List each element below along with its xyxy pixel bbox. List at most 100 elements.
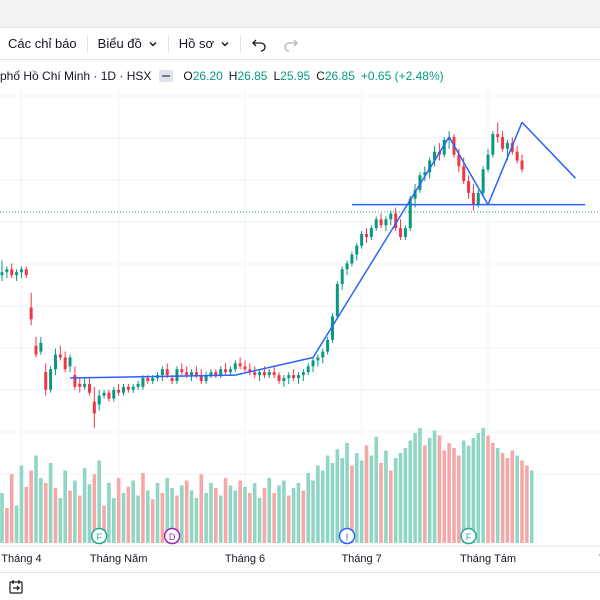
volume-bar (5, 508, 9, 543)
volume-bar (403, 448, 408, 543)
candle-body (126, 386, 130, 390)
volume-bar (248, 493, 252, 543)
volume-bar (384, 450, 388, 543)
volume-bar (63, 470, 67, 543)
volume-bar (525, 465, 529, 543)
collapse-legend-icon[interactable] (159, 70, 174, 82)
candle-body (433, 151, 437, 161)
candle-body (394, 213, 398, 229)
candle-body (267, 372, 271, 376)
volume-bar (204, 493, 208, 543)
volume-bar (0, 493, 4, 543)
candle-body (175, 369, 179, 381)
candle-body (180, 369, 184, 373)
volume-bar (111, 498, 116, 543)
candle-body (520, 160, 524, 170)
candle-body (389, 213, 393, 220)
volume-bar (427, 438, 432, 543)
volume-bar (24, 486, 29, 543)
volume-bar (452, 448, 456, 543)
volume-bar (481, 428, 485, 543)
volume-bar (282, 480, 286, 543)
volume-bar (437, 435, 442, 543)
candle-body (418, 175, 422, 190)
candle-body (403, 228, 407, 237)
undo-button[interactable] (243, 28, 275, 60)
volume-bar (393, 458, 398, 543)
volume-bar (330, 463, 335, 543)
candle-body (78, 383, 82, 387)
volume-bar (500, 453, 505, 543)
volume-bar (398, 453, 403, 543)
trend-line (235, 356, 314, 376)
candle-body (287, 375, 291, 379)
indicators-button[interactable]: Các chỉ báo (0, 28, 85, 60)
volume-bar (209, 483, 213, 543)
chevron-down-icon (149, 41, 157, 46)
symbol-title[interactable]: phố Hồ Chí Minh · 1D · HSX (0, 69, 152, 83)
volume-bar (413, 433, 417, 543)
event-marker-label: I (346, 532, 349, 542)
redo-button[interactable] (275, 28, 307, 60)
high-key: H (228, 69, 238, 83)
event-marker-label: F (96, 532, 102, 542)
volume-bar (515, 455, 519, 543)
volume-bar (345, 443, 349, 543)
volume-bar (311, 480, 315, 543)
volume-bar (418, 428, 422, 543)
volume-bar (374, 436, 379, 543)
volume-bar (364, 445, 369, 543)
volume-bar (77, 495, 82, 543)
volume-bar (379, 463, 383, 543)
open-key: O (183, 69, 193, 83)
candle-body (24, 269, 28, 276)
candle-body (253, 372, 257, 376)
chart-type-dropdown[interactable]: Biểu đồ (90, 28, 166, 60)
candle-body (330, 316, 334, 340)
candle-body (185, 372, 189, 376)
candle-body (491, 134, 495, 155)
candle-body (471, 192, 475, 205)
change-value: +0.65 (+2.48%) (360, 69, 444, 83)
candle-body (39, 342, 43, 352)
candle-body (190, 372, 194, 376)
candle-body (355, 245, 359, 255)
candle-body (496, 134, 500, 138)
toolbar-divider (240, 34, 242, 53)
volume-bar (447, 443, 451, 543)
candle-body (0, 272, 4, 276)
trend-line (312, 136, 450, 358)
volume-bar (252, 483, 257, 543)
candle-body (228, 369, 232, 373)
volume-bar (476, 433, 481, 543)
candle-body (248, 369, 252, 373)
volume-bar (316, 465, 320, 543)
candlestick-chart[interactable]: F D I F Tháng 4 Tháng Năm Tháng 6 Tháng 7 Tháng … (0, 88, 600, 572)
volume-bar (243, 486, 247, 543)
volume-bar (486, 435, 490, 543)
candle-body (481, 169, 485, 193)
volume-bar (218, 495, 223, 543)
candle-body (29, 307, 33, 320)
date-range-icon[interactable] (8, 579, 24, 595)
profile-label: Hồ sơ (178, 36, 215, 51)
toolbar-divider (167, 34, 169, 53)
volume-bar (175, 495, 179, 543)
candle-body (87, 383, 91, 393)
candle-body (53, 354, 57, 370)
candle-body (316, 357, 320, 361)
x-tick-label: Tháng 7 (341, 553, 381, 565)
redo-icon (284, 39, 298, 52)
candle-body (369, 228, 373, 237)
candle-body (301, 372, 305, 376)
candle-body (10, 269, 14, 276)
profile-dropdown[interactable]: Hồ sơ (171, 28, 238, 60)
volume-bar (291, 488, 296, 543)
candle-body (467, 181, 471, 193)
volume-bar (160, 493, 165, 543)
candle-body (194, 372, 198, 376)
volume-bar (39, 478, 43, 543)
toolbar-divider (86, 34, 88, 53)
candle-body (224, 369, 228, 373)
candle-body (365, 234, 368, 237)
